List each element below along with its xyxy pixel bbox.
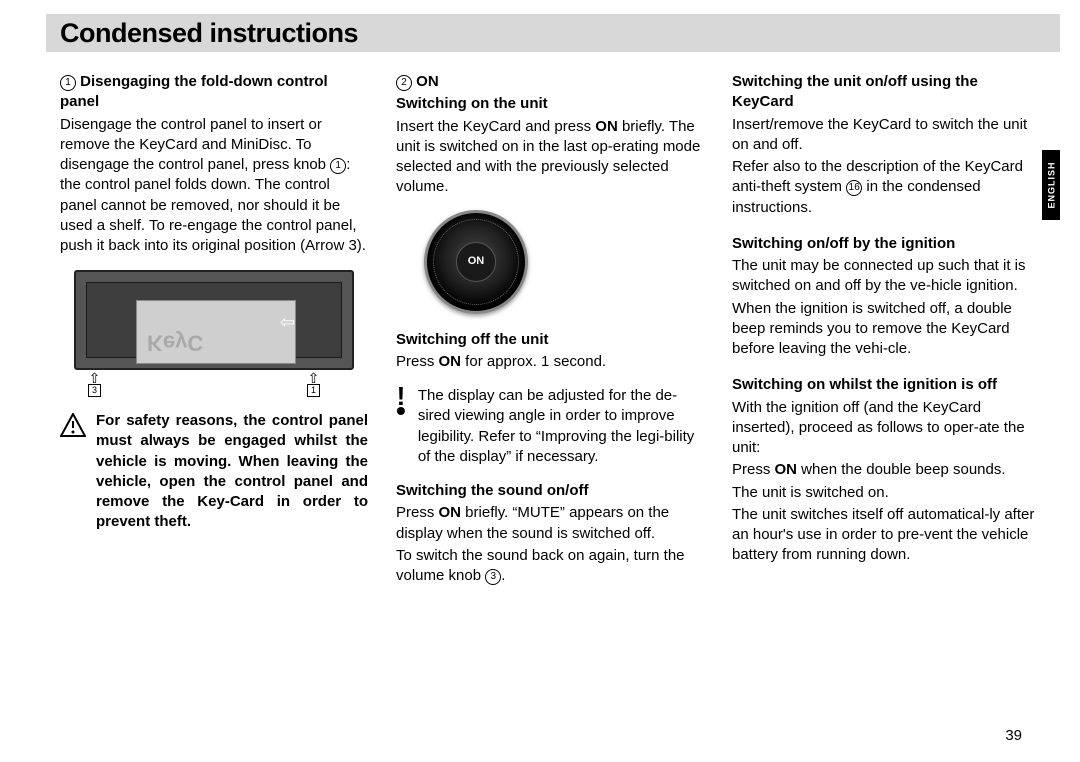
exclamation-icon: !• [396,386,406,467]
ref-circle-16: 16 [846,180,862,196]
ref-circle-3: 3 [485,569,501,585]
heading-disengage: Disengaging the fold-down control panel [60,73,328,110]
arrow-icon: ⇦ [280,310,295,334]
text: Press [732,461,775,478]
keycard-p1: Insert/remove the KeyCard to switch the … [732,115,1040,156]
text: when the double beep sounds. [797,461,1006,478]
text: Disengage the control panel to insert or… [60,116,330,174]
ref-circle-inline-1: 1 [330,158,346,174]
up-arrow-icon: ⇧ [308,374,320,384]
heading-sound: Switching the sound on/off [396,481,704,501]
on-inline: ON [595,118,618,135]
ignition-off-p3: The unit is switched on. [732,483,1040,503]
keycard-p2: Refer also to the description of the Key… [732,157,1040,218]
heading-switch-off: Switching off the unit [396,330,704,350]
text: . [501,567,505,584]
language-tab: ENGLISH [1042,150,1060,220]
ignition-off-p4: The unit switches itself off automatical… [732,505,1040,566]
title-bar: Condensed instructions [46,14,1060,52]
heading-ignition: Switching on/off by the ignition [732,234,1040,254]
warning-icon [60,413,86,533]
on-inline: ON [775,461,798,478]
section-1-body: Disengage the control panel to insert or… [60,115,368,257]
illustration-labels: ⇧ 3 ⇧ 1 [74,374,354,397]
text: for approx. 1 second. [461,353,606,370]
tag-3: ⇧ 3 [88,374,101,397]
section-2-top: 2 ON [396,72,704,92]
note-text: The display can be adjusted for the de-s… [418,386,704,467]
heading-switch-on: Switching on the unit [396,94,704,114]
language-tab-label: ENGLISH [1046,161,1056,208]
panel-outer: KeyC ⇦ [74,270,354,370]
heading-ignition-off: Switching on whilst the ignition is off [732,375,1040,395]
ignition-p1: The unit may be connected up such that i… [732,256,1040,297]
column-1: 1 Disengaging the fold-down control pane… [60,72,368,588]
ignition-off-p2: Press ON when the double beep sounds. [732,460,1040,480]
knob-on-label: ON [456,242,496,282]
on-label: ON [416,73,439,90]
warning-text: For safety reasons, the control panel mu… [96,411,368,533]
text: Press [396,353,439,370]
on-inline: ON [439,353,462,370]
knob: ON [424,210,528,314]
sound-body-2: To switch the sound back on again, turn … [396,546,704,587]
ref-circle-2: 2 [396,75,412,91]
sound-body-1: Press ON briefly. “MUTE” appears on the … [396,503,704,544]
page-number: 39 [1005,727,1022,744]
tag-3-num: 3 [88,384,101,397]
column-2: 2 ON Switching on the unit Insert the Ke… [396,72,704,588]
ignition-p2: When the ignition is switched off, a dou… [732,299,1040,360]
ref-circle-1: 1 [60,75,76,91]
keycard: KeyC [136,300,296,364]
heading-keycard: Switching the unit on/off using the KeyC… [732,72,1040,113]
switch-off-body: Press ON for approx. 1 second. [396,352,704,372]
tag-1-num: 1 [307,384,320,397]
up-arrow-icon: ⇧ [89,374,101,384]
text: Insert the KeyCard and press [396,118,595,135]
text: To switch the sound back on again, turn … [396,547,685,584]
section-1-heading: 1 Disengaging the fold-down control pane… [60,72,368,113]
display-angle-note: !• The display can be adjusted for the d… [396,386,704,467]
ignition-off-p1: With the ignition off (and the KeyCard i… [732,398,1040,459]
column-3: Switching the unit on/off using the KeyC… [732,72,1040,588]
text: Press [396,504,439,521]
safety-warning: For safety reasons, the control panel mu… [60,411,368,533]
volume-knob-illustration: ON [424,210,704,314]
on-inline: ON [439,504,462,521]
content-columns: 1 Disengaging the fold-down control pane… [60,72,1040,588]
page-title: Condensed instructions [46,18,358,49]
tag-1: ⇧ 1 [307,374,320,397]
control-panel-illustration: KeyC ⇦ ⇧ 3 ⇧ 1 [74,270,354,397]
keycard-label: KeyC [147,328,203,358]
switch-on-body: Insert the KeyCard and press ON briefly.… [396,117,704,198]
